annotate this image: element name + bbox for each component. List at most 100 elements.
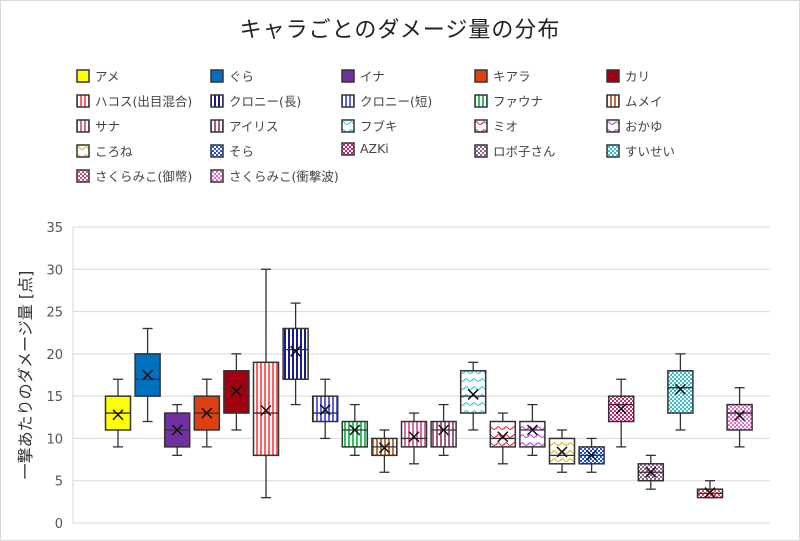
legend-swatch: [474, 68, 488, 83]
mean-marker: [704, 487, 716, 499]
box-12: [459, 361, 487, 431]
legend-label: ミオ: [493, 119, 519, 134]
mean-marker: [615, 403, 627, 415]
legend-item: アイリス: [210, 116, 278, 135]
legend-item: さくらみこ(衝撃波): [210, 166, 339, 185]
box-6: [282, 302, 309, 406]
mean-marker: [349, 424, 361, 436]
mean-marker: [497, 431, 509, 443]
legend-swatch: [76, 168, 90, 183]
box-14: [519, 403, 546, 456]
legend-label: アイリス: [229, 119, 279, 134]
legend-swatch: [76, 93, 90, 108]
legend-item: サナ: [76, 116, 120, 135]
box-7: [311, 378, 339, 440]
mean-marker: [201, 407, 213, 419]
box-iqr: [400, 420, 428, 448]
legend-item: おかゆ: [606, 116, 663, 135]
legend-label: フブキ: [360, 119, 398, 134]
mean-marker: [556, 446, 568, 458]
legend-label: クロニー(長): [229, 94, 302, 109]
legend-item: ハコス(出目混合): [76, 91, 192, 110]
legend-item: フブキ: [341, 116, 398, 135]
legend-swatch: [474, 118, 488, 133]
legend-label: すいせい: [625, 144, 676, 159]
legend-swatch: [210, 68, 224, 83]
legend-item: AZKi: [341, 141, 389, 156]
box-3: [193, 378, 221, 448]
legend-swatch: [210, 93, 224, 108]
mean-marker: [230, 385, 242, 397]
mean-marker: [142, 369, 154, 381]
legend-item: キアラ: [474, 66, 531, 85]
box-11: [430, 403, 457, 456]
legend-item: ムメイ: [606, 91, 663, 110]
box-19: [667, 353, 694, 431]
legend-label: AZKi: [360, 141, 389, 156]
mean-marker: [171, 424, 183, 436]
box-20: [696, 480, 724, 499]
legend-label: イナ: [360, 69, 385, 84]
legend-label: ぐら: [229, 69, 255, 84]
box-21: [726, 387, 753, 448]
legend-item: クロニー(短): [341, 91, 432, 110]
legend-label: カリ: [625, 69, 651, 84]
box-2: [163, 403, 191, 456]
chart-title: キャラごとのダメージ量の分布: [239, 18, 561, 43]
legend-label: ムメイ: [625, 94, 663, 109]
legend-item: すいせい: [606, 141, 675, 160]
mean-marker: [290, 345, 302, 357]
legend-label: おかゆ: [625, 119, 663, 134]
legend-label: アメ: [95, 69, 120, 84]
legend-item: ミオ: [474, 116, 518, 135]
legend-item: そら: [210, 141, 254, 160]
legend-swatch: [76, 118, 90, 133]
box-iqr: [489, 420, 517, 448]
legend-item: クロニー(長): [210, 91, 301, 110]
legend-swatch: [210, 118, 224, 133]
legend-item: カリ: [606, 66, 650, 85]
legend-swatch: [210, 168, 224, 183]
box-iqr: [519, 420, 546, 448]
mean-marker: [586, 449, 598, 461]
box-13: [489, 412, 517, 465]
y-tick-label: 10: [46, 432, 63, 447]
legend-item: さくらみこ(御幣): [76, 166, 192, 185]
legend-swatch: [474, 93, 488, 108]
legend-label: クロニー(短): [360, 94, 433, 109]
y-tick-label: 20: [46, 348, 63, 363]
legend-swatch: [474, 143, 488, 158]
box-17: [607, 378, 635, 448]
legend-swatch: [341, 118, 355, 133]
legend-swatch: [210, 143, 224, 158]
legend-item: イナ: [341, 66, 385, 85]
legend-swatch: [606, 68, 620, 83]
legend-swatch: [341, 141, 355, 156]
y-tick-label: 30: [46, 263, 63, 278]
legend-item: ぐら: [210, 66, 254, 85]
box-15: [548, 429, 576, 473]
legend-label: ころね: [95, 144, 133, 159]
mean-marker: [674, 383, 686, 395]
legend-swatch: [606, 143, 620, 158]
legend-label: ロボ子さん: [493, 144, 556, 159]
box-iqr: [282, 327, 309, 380]
mean-marker: [645, 466, 657, 478]
y-tick-label: 35: [46, 221, 63, 236]
box-iqr: [341, 420, 369, 448]
legend-item: ころね: [76, 141, 133, 160]
mean-marker: [319, 404, 331, 416]
box-iqr: [459, 370, 487, 414]
legend-label: そら: [229, 144, 255, 159]
box-iqr: [430, 420, 457, 448]
mean-marker: [112, 409, 124, 421]
box-18: [637, 454, 665, 490]
legend-label: キアラ: [493, 69, 531, 84]
box-9: [371, 429, 398, 473]
legend-item: ロボ子さん: [474, 141, 556, 160]
box-1: [134, 327, 161, 423]
mean-marker: [438, 424, 450, 436]
legend-swatch: [76, 68, 90, 83]
